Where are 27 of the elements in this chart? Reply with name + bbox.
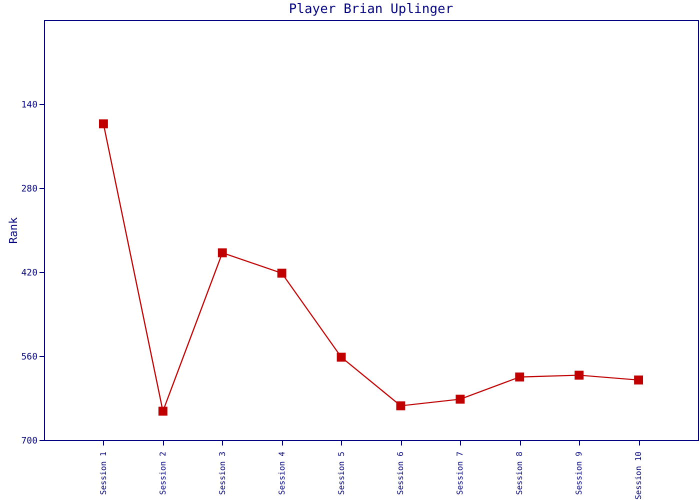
x-tick-label: Session 8 xyxy=(515,451,524,495)
y-tick-label: 280 xyxy=(21,184,38,194)
point xyxy=(634,376,644,384)
x-tick-label: Session 2 xyxy=(158,451,168,495)
x-tick-label: Session 9 xyxy=(574,451,584,495)
x-tick-label: Session 5 xyxy=(336,451,346,495)
point xyxy=(98,119,108,128)
chart-title: Player Brian Uplinger xyxy=(288,2,454,17)
x-tick-label: Session 10 xyxy=(634,451,644,500)
x-tick-label: Session 3 xyxy=(218,451,227,495)
point xyxy=(336,352,346,362)
point xyxy=(218,248,227,258)
point xyxy=(515,372,524,382)
point xyxy=(396,401,406,410)
x-tick-label: Session 1 xyxy=(98,451,108,495)
point xyxy=(158,406,168,416)
y-tick-label: 700 xyxy=(21,436,38,446)
y-tick-label: 560 xyxy=(21,352,38,362)
y-tick-label: 140 xyxy=(21,100,38,110)
point xyxy=(574,370,584,380)
x-tick-label: Session 4 xyxy=(277,451,286,495)
x-tick-label: Session 7 xyxy=(456,451,465,495)
point xyxy=(277,268,286,278)
y-tick-label: 420 xyxy=(21,268,38,278)
y-axis-title: Rank xyxy=(7,216,20,244)
x-tick-label: Session 6 xyxy=(396,451,406,495)
point xyxy=(456,394,465,404)
